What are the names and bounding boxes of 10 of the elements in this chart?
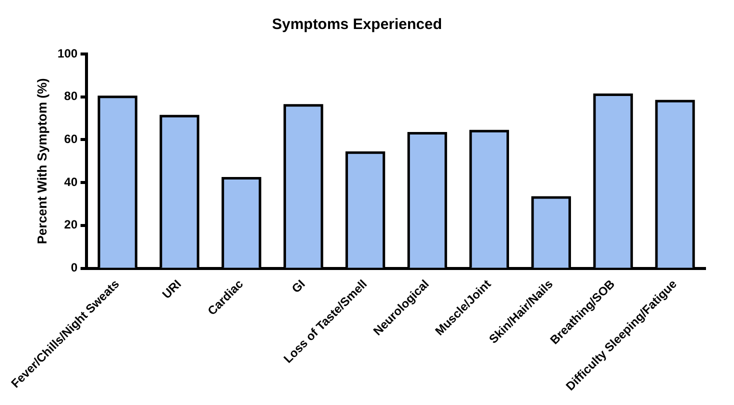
chart-title: Symptoms Experienced (272, 16, 442, 34)
y-tick-label: 20 (64, 218, 78, 232)
y-tick-label: 0 (70, 260, 78, 275)
y-tick-label: 100 (58, 46, 78, 60)
x-tick-label: GI (288, 276, 308, 296)
y-tick-label: 80 (64, 89, 78, 104)
x-tick-label: URI (159, 276, 184, 302)
y-axis-title: Percent With Symptom (%) (34, 78, 50, 244)
y-tick-label: 60 (64, 132, 78, 146)
y-tick-label: 40 (64, 174, 78, 189)
